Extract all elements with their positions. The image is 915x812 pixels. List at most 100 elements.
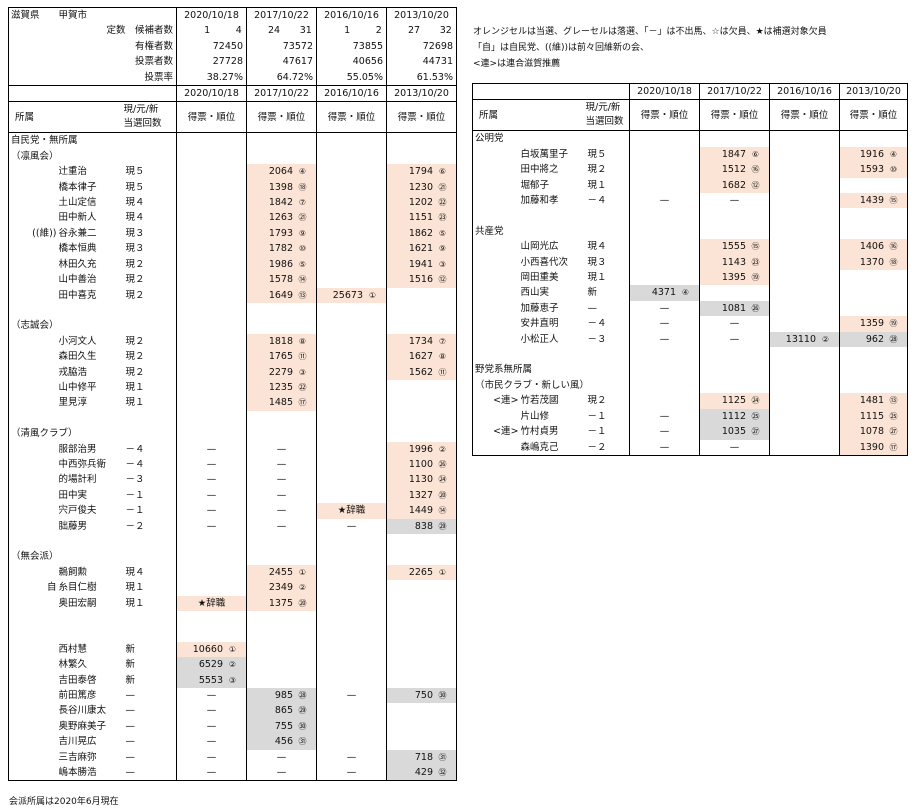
status-header-line1: 現/元/新 bbox=[585, 102, 621, 114]
result-cell: 1649 ⑬ bbox=[246, 287, 317, 303]
result-cell: 1555 ⑮ bbox=[699, 239, 771, 255]
result-cell bbox=[839, 177, 909, 194]
candidate-name: 加藤和孝 bbox=[520, 195, 559, 207]
result-cell bbox=[176, 410, 247, 427]
status-count: — bbox=[123, 687, 177, 704]
status-count: －１ bbox=[123, 487, 177, 504]
table-row: 田中將之 現２ 1512 ⑯ 1593 ⑩ bbox=[472, 162, 909, 178]
result-cell: 1130 ㉔ bbox=[386, 472, 457, 488]
result-cell: — bbox=[629, 331, 701, 348]
votes: 25673 bbox=[332, 289, 363, 301]
prefix-cell bbox=[8, 379, 59, 396]
result-cell: 1125 ㉔ bbox=[699, 393, 771, 409]
result-cell bbox=[629, 208, 701, 224]
result-cell: 1593 ⑩ bbox=[839, 162, 909, 178]
status-count: －４ bbox=[585, 193, 631, 209]
votes: 1390 bbox=[859, 441, 885, 453]
candidate-name: 奥野麻美子 bbox=[58, 720, 107, 732]
result-cell bbox=[316, 148, 387, 165]
status-count: 現２ bbox=[123, 364, 177, 380]
result-cell bbox=[316, 487, 387, 504]
prefix-cell bbox=[8, 564, 59, 581]
status-count: 現２ bbox=[123, 333, 177, 350]
table-row bbox=[8, 410, 457, 427]
rank: ⑩ bbox=[889, 165, 898, 175]
candidate-name: 的場計利 bbox=[58, 474, 97, 486]
votes: 1112 bbox=[721, 410, 747, 422]
rank: ① bbox=[438, 567, 447, 577]
prefix-cell bbox=[472, 316, 521, 332]
table-row: 林田久充 現２ 1986 ⑤ 1941 ③ bbox=[8, 256, 457, 273]
candidate-name: 長谷川康太 bbox=[58, 705, 107, 717]
candidates-count: 4 bbox=[235, 25, 242, 37]
year-header: 2013/10/20 bbox=[386, 7, 457, 24]
rank: ① bbox=[368, 290, 377, 300]
table-row: 野党系無所属 bbox=[472, 362, 909, 378]
prefix-cell bbox=[8, 456, 59, 473]
result-cell bbox=[769, 347, 841, 363]
table-row: 小松正人 －３— —13110 ② 962 ㉘ bbox=[472, 331, 909, 348]
year-header: 2020/10/18 bbox=[629, 82, 701, 100]
status-header-line1: 現/元/新 bbox=[123, 104, 159, 116]
table-row: 田中喜克 現２ 1649 ⑬ 25673 ① bbox=[8, 287, 457, 303]
rank: ㉒ bbox=[438, 198, 447, 208]
prefix-cell bbox=[8, 503, 59, 519]
rank: ⑮ bbox=[889, 196, 898, 206]
prefix-cell bbox=[472, 347, 521, 363]
status-count: －４ bbox=[123, 456, 177, 473]
votes: 5553 bbox=[198, 674, 223, 686]
votes: 1941 bbox=[408, 258, 433, 270]
result-cell: — bbox=[699, 439, 771, 456]
prefix-cell bbox=[472, 285, 521, 301]
table-row: 森嶋克己 －２— —1390 ⑰ bbox=[472, 439, 909, 456]
name-cell bbox=[59, 626, 124, 641]
rank: ④ bbox=[889, 149, 898, 159]
status-count: －１ bbox=[123, 503, 177, 519]
stat-value: 72698 bbox=[386, 38, 457, 55]
table-row: 三吉麻弥 — — — —718 ㉛ bbox=[8, 749, 457, 766]
table-row: 岡田重美 現１ 1395 ⑲ bbox=[472, 270, 909, 286]
table-row: 嶋本勝浩 — — — —429 ㉜ bbox=[8, 765, 457, 782]
result-cell bbox=[316, 472, 387, 488]
prefix-cell bbox=[8, 164, 59, 180]
rank: ⑧ bbox=[438, 352, 447, 362]
candidate-name: 森田久生 bbox=[58, 351, 97, 363]
stat-value: 47617 bbox=[246, 54, 317, 70]
votes: 718 bbox=[414, 751, 433, 763]
result-cell bbox=[316, 333, 387, 350]
result-cell bbox=[176, 349, 247, 365]
result-cell bbox=[316, 256, 387, 273]
result-cell bbox=[769, 300, 841, 317]
result-cell: 1100 ㉖ bbox=[386, 456, 457, 473]
status-count: 現１ bbox=[585, 270, 631, 286]
result-cell bbox=[316, 379, 387, 396]
result-cell: — bbox=[316, 518, 387, 534]
result-cell: — bbox=[176, 703, 247, 719]
result-cell: 1793 ⑨ bbox=[246, 225, 317, 242]
group-label: （無会派） bbox=[8, 549, 124, 565]
status-cell bbox=[123, 549, 177, 565]
rank: ㉕ bbox=[889, 411, 898, 421]
result-cell: 1398 ⑱ bbox=[246, 179, 317, 196]
result-cell bbox=[386, 426, 457, 442]
prefix-cell bbox=[472, 331, 521, 348]
votes: 1593 bbox=[859, 164, 885, 176]
result-cell bbox=[386, 148, 457, 165]
result-cell: 1230 ㉑ bbox=[386, 179, 457, 196]
result-cell bbox=[839, 285, 909, 301]
result-cell: 6529 ② bbox=[176, 657, 247, 673]
candidate-name: 吉川晃広 bbox=[58, 736, 97, 748]
result-cell bbox=[316, 195, 387, 211]
seats-count: 24 bbox=[268, 25, 281, 37]
status-count: 現２ bbox=[123, 272, 177, 288]
result-cell: 985 ㉘ bbox=[246, 687, 317, 704]
result-cell bbox=[176, 379, 247, 396]
result-cell bbox=[316, 132, 387, 149]
candidate-name: 安井直明 bbox=[520, 318, 559, 330]
prefix-cell bbox=[472, 162, 521, 178]
status-count: 現２ bbox=[123, 256, 177, 273]
result-cell bbox=[176, 426, 247, 442]
result-cell bbox=[386, 657, 457, 673]
stat-value: 64.72% bbox=[246, 69, 317, 87]
rank: ㉓ bbox=[751, 257, 760, 267]
